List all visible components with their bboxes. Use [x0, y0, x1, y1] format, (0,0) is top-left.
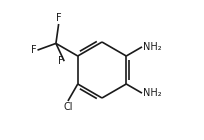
Text: NH₂: NH₂ [143, 42, 161, 52]
Text: Cl: Cl [63, 102, 73, 112]
Text: F: F [56, 13, 61, 23]
Text: F: F [58, 56, 63, 66]
Text: NH₂: NH₂ [143, 88, 161, 98]
Text: F: F [31, 45, 37, 55]
